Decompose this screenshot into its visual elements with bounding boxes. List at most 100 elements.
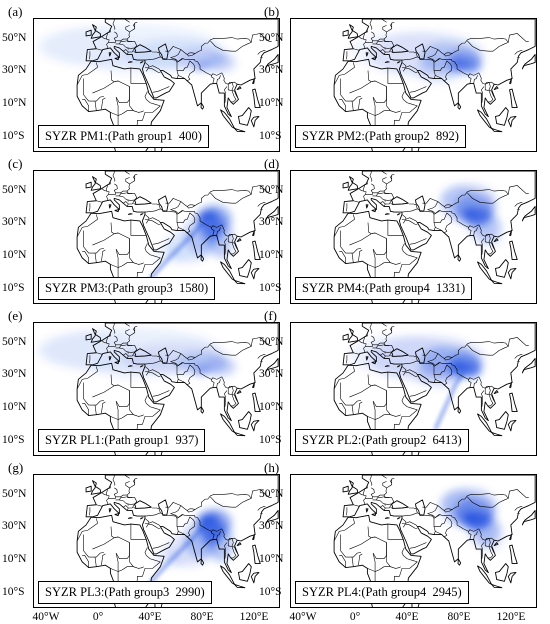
border-line — [390, 21, 395, 29]
border-line — [433, 60, 448, 71]
landmass-outline — [238, 411, 252, 430]
landmass-outline — [264, 54, 279, 70]
country-borders — [333, 171, 529, 301]
landmass-outline — [342, 485, 349, 493]
landmass-outline — [252, 544, 261, 565]
landmass-outline — [457, 558, 462, 566]
border-line — [115, 401, 134, 420]
latitude-tick-label: 10°N — [2, 400, 27, 413]
landmass-outline — [114, 361, 120, 365]
border-line — [101, 249, 106, 262]
border-line — [481, 390, 485, 407]
border-line — [353, 200, 360, 203]
landmass-outline — [491, 583, 503, 589]
landmass-outline — [108, 204, 112, 209]
latitude-tick-label: 10°N — [259, 248, 284, 261]
border-line — [339, 555, 346, 568]
trajectory-blob — [193, 60, 210, 71]
border-line — [101, 553, 106, 566]
border-line — [363, 346, 366, 353]
landmass-outline — [415, 43, 426, 60]
border-line — [346, 203, 348, 212]
border-line — [148, 369, 161, 375]
landmass-outline — [521, 510, 536, 526]
trajectory-blob — [193, 364, 210, 375]
border-line — [468, 75, 472, 84]
border-line — [165, 189, 252, 209]
border-line — [409, 355, 418, 361]
landmass-outline — [85, 29, 92, 37]
border-line — [83, 230, 105, 254]
trajectory-blob — [460, 208, 477, 218]
border-line — [401, 218, 418, 226]
border-line — [399, 105, 418, 121]
border-line — [110, 526, 115, 539]
map-canvas — [76, 475, 279, 607]
border-line — [427, 361, 441, 367]
landmass-outline — [371, 361, 377, 365]
border-line — [257, 354, 266, 359]
border-line — [133, 506, 137, 510]
border-line — [144, 547, 161, 563]
border-line — [386, 542, 401, 569]
border-line — [106, 486, 116, 499]
landmass-outline — [521, 358, 536, 374]
landmass-outline — [134, 500, 152, 509]
border-line — [129, 238, 144, 265]
border-line — [144, 360, 179, 383]
landmass-outline — [365, 204, 369, 209]
border-line — [484, 84, 494, 103]
border-line — [176, 210, 195, 215]
border-line — [370, 487, 385, 498]
latitude-tick-label: 10°S — [259, 433, 282, 446]
longitude-tick-label: 0° — [349, 611, 361, 623]
border-line — [148, 521, 161, 527]
border-line — [178, 379, 185, 383]
border-line — [427, 49, 439, 58]
border-line — [112, 323, 116, 334]
country-borders — [333, 19, 529, 149]
border-line — [216, 75, 221, 84]
border-line — [176, 514, 195, 519]
landmass-outline — [252, 230, 255, 236]
border-line — [142, 105, 161, 121]
border-line — [390, 506, 394, 510]
border-line — [152, 390, 170, 397]
border-line — [353, 352, 360, 355]
border-line — [142, 257, 161, 273]
border-line — [376, 195, 386, 202]
border-line — [129, 86, 144, 113]
border-line — [514, 354, 523, 359]
landmass-outline — [477, 261, 493, 281]
trajectory-blob — [349, 31, 452, 71]
border-line — [113, 335, 128, 346]
border-line — [443, 60, 453, 82]
border-line — [473, 227, 478, 236]
border-line — [401, 243, 418, 259]
border-line — [422, 37, 509, 57]
border-line — [433, 514, 452, 519]
border-line — [82, 251, 89, 264]
border-line — [405, 217, 418, 223]
border-line — [372, 496, 390, 501]
border-line — [390, 50, 394, 54]
border-line — [435, 227, 442, 231]
border-line — [148, 217, 161, 223]
border-line — [427, 57, 441, 63]
border-line — [427, 513, 441, 519]
border-line — [376, 499, 386, 506]
border-line — [211, 75, 215, 84]
border-line — [133, 173, 138, 181]
border-line — [133, 202, 137, 206]
border-line — [112, 19, 116, 30]
border-line — [101, 188, 107, 192]
landmass-outline — [493, 542, 499, 546]
landmass-outline — [250, 267, 260, 280]
border-line — [228, 234, 238, 250]
border-line — [444, 52, 453, 55]
border-line — [124, 19, 130, 23]
path-group-caption: SYZR PM1:(Path group1 400) — [38, 125, 209, 148]
border-line — [106, 334, 116, 347]
border-line — [257, 50, 266, 55]
landmass-outline — [238, 259, 252, 278]
